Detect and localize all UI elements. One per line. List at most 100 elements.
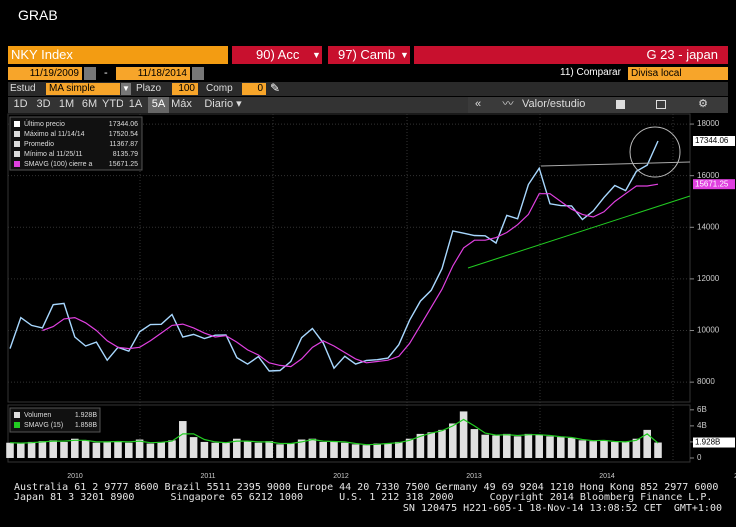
y-tick-label: 18000 bbox=[697, 119, 720, 128]
period-tab[interactable]: 3D bbox=[36, 98, 51, 110]
comp-field[interactable]: 0 bbox=[242, 83, 266, 95]
volume-bar bbox=[427, 432, 435, 458]
collapse-button[interactable]: « bbox=[474, 98, 482, 110]
line-icon[interactable]: 〰 bbox=[502, 98, 514, 110]
volume-bar bbox=[373, 443, 381, 458]
volume-bar bbox=[222, 442, 230, 458]
layouts-menu[interactable]: 97) Camb bbox=[328, 46, 410, 64]
y-tick-label: 16000 bbox=[697, 171, 720, 180]
volume-bar bbox=[92, 442, 101, 458]
period-tab[interactable]: YTD bbox=[102, 98, 123, 110]
legend-value: 8135.79 bbox=[113, 151, 138, 158]
volume-bar bbox=[60, 441, 68, 458]
legend-swatch bbox=[14, 422, 20, 428]
volume-bar bbox=[643, 429, 651, 458]
period-tab[interactable]: 1A bbox=[128, 98, 143, 110]
legend-swatch bbox=[14, 151, 20, 157]
legend-label: Último precio bbox=[24, 119, 65, 128]
volume-bar bbox=[17, 443, 25, 458]
volume-bar bbox=[481, 434, 489, 458]
volume-bar bbox=[38, 441, 47, 458]
volume-bar bbox=[470, 429, 479, 458]
trend-line bbox=[467, 195, 691, 269]
window-title: GRAB bbox=[18, 7, 58, 23]
legend-swatch bbox=[14, 412, 20, 418]
compare-label: 11) Comparar bbox=[560, 67, 621, 78]
last-value-box bbox=[693, 437, 735, 448]
volume-bar bbox=[341, 442, 349, 458]
legend-swatch bbox=[14, 161, 20, 167]
volume-bar bbox=[611, 441, 619, 458]
value-study-button[interactable]: Valor/estudio bbox=[522, 98, 586, 110]
period-tab[interactable]: 1D bbox=[13, 98, 28, 110]
legend-value: 17344.06 bbox=[109, 121, 138, 128]
legend-swatch bbox=[14, 121, 20, 127]
period-field[interactable]: 100 bbox=[172, 83, 198, 95]
volume-bar bbox=[308, 438, 317, 458]
footer-line: SN 120475 H221-605-1 18-Nov-14 13:08:52 … bbox=[402, 503, 722, 514]
volume-legend bbox=[9, 407, 101, 433]
series-line bbox=[42, 183, 659, 368]
volume-bar bbox=[395, 441, 403, 458]
calendar-icon[interactable] bbox=[84, 67, 96, 80]
volume-bar bbox=[578, 440, 587, 458]
panel-icon[interactable] bbox=[616, 100, 625, 109]
period-label: Plazo bbox=[136, 83, 162, 94]
highlight-circle bbox=[629, 126, 681, 178]
compare-dropdown[interactable]: Divisa local bbox=[628, 67, 728, 80]
dropdown-arrow: ▼ bbox=[312, 50, 321, 60]
page-title: G 23 - japan bbox=[414, 46, 728, 64]
frequency-menu[interactable]: Diario ▾ bbox=[204, 98, 242, 110]
price-legend bbox=[9, 116, 143, 171]
footer-line: Australia 61 2 9777 8600 Brazil 5511 239… bbox=[14, 482, 719, 493]
x-axis-label: 2013 bbox=[466, 473, 482, 480]
volume-bar bbox=[557, 437, 565, 458]
volume-bar bbox=[265, 441, 273, 458]
period-tab[interactable]: 6M bbox=[81, 98, 98, 110]
volume-bar bbox=[135, 439, 144, 458]
volume-bar bbox=[589, 441, 597, 458]
volume-bar bbox=[449, 423, 457, 458]
period-tab[interactable]: 5A bbox=[148, 97, 169, 113]
edit-icon[interactable] bbox=[656, 100, 666, 109]
footer-line: Japan 81 3 3201 8900 Singapore 65 6212 1… bbox=[14, 492, 713, 503]
volume-bar bbox=[524, 433, 533, 458]
last-value-label: 1.928B bbox=[695, 438, 720, 447]
legend-swatch bbox=[14, 131, 20, 137]
y-tick-label: 0 bbox=[697, 453, 702, 462]
volume-bar bbox=[535, 434, 543, 458]
calendar-icon[interactable] bbox=[192, 67, 204, 80]
resistance-line bbox=[540, 161, 691, 167]
volume-bar bbox=[233, 438, 241, 458]
volume-bar bbox=[71, 438, 79, 458]
end-date[interactable]: 11/18/2014 bbox=[116, 67, 190, 80]
volume-bar bbox=[567, 437, 576, 458]
start-date[interactable]: 11/19/2009 bbox=[8, 67, 82, 80]
x-axis-label: 2010 bbox=[67, 473, 83, 480]
x-axis-label: 2012 bbox=[333, 473, 349, 480]
period-tab[interactable]: Máx bbox=[171, 98, 192, 110]
period-tab[interactable]: 1M bbox=[58, 98, 75, 110]
y-tick-label: 6B bbox=[697, 405, 707, 414]
volume-bar bbox=[503, 433, 511, 458]
volume-bar bbox=[276, 444, 284, 458]
legend-label: SMAVG (100) cierre a bbox=[24, 161, 92, 168]
last-value-label: 17344.06 bbox=[695, 136, 729, 145]
dropdown-arrow[interactable]: ▼ bbox=[121, 83, 131, 95]
legend-label: Mínimo al 11/25/11 bbox=[24, 151, 83, 158]
security-field[interactable]: NKY Index bbox=[8, 46, 228, 64]
settings-icon[interactable]: ⚙ bbox=[698, 98, 708, 110]
legend-label: SMAVG (15) bbox=[24, 422, 63, 429]
volume-bar bbox=[189, 437, 198, 458]
volume-bar bbox=[297, 439, 306, 458]
volume-bar bbox=[200, 441, 209, 458]
actions-menu[interactable]: 90) Acc bbox=[232, 46, 322, 64]
legend-value: 1.858B bbox=[75, 422, 98, 429]
volume-bar bbox=[546, 436, 554, 458]
volume-bar bbox=[146, 443, 155, 458]
frequency-label: Diario bbox=[204, 98, 234, 110]
x-axis-label: 2014 bbox=[599, 473, 615, 480]
study-type[interactable]: MA simple bbox=[46, 83, 120, 95]
pencil-icon[interactable]: ✎ bbox=[270, 81, 281, 95]
dropdown-arrow: ▼ bbox=[400, 50, 409, 60]
